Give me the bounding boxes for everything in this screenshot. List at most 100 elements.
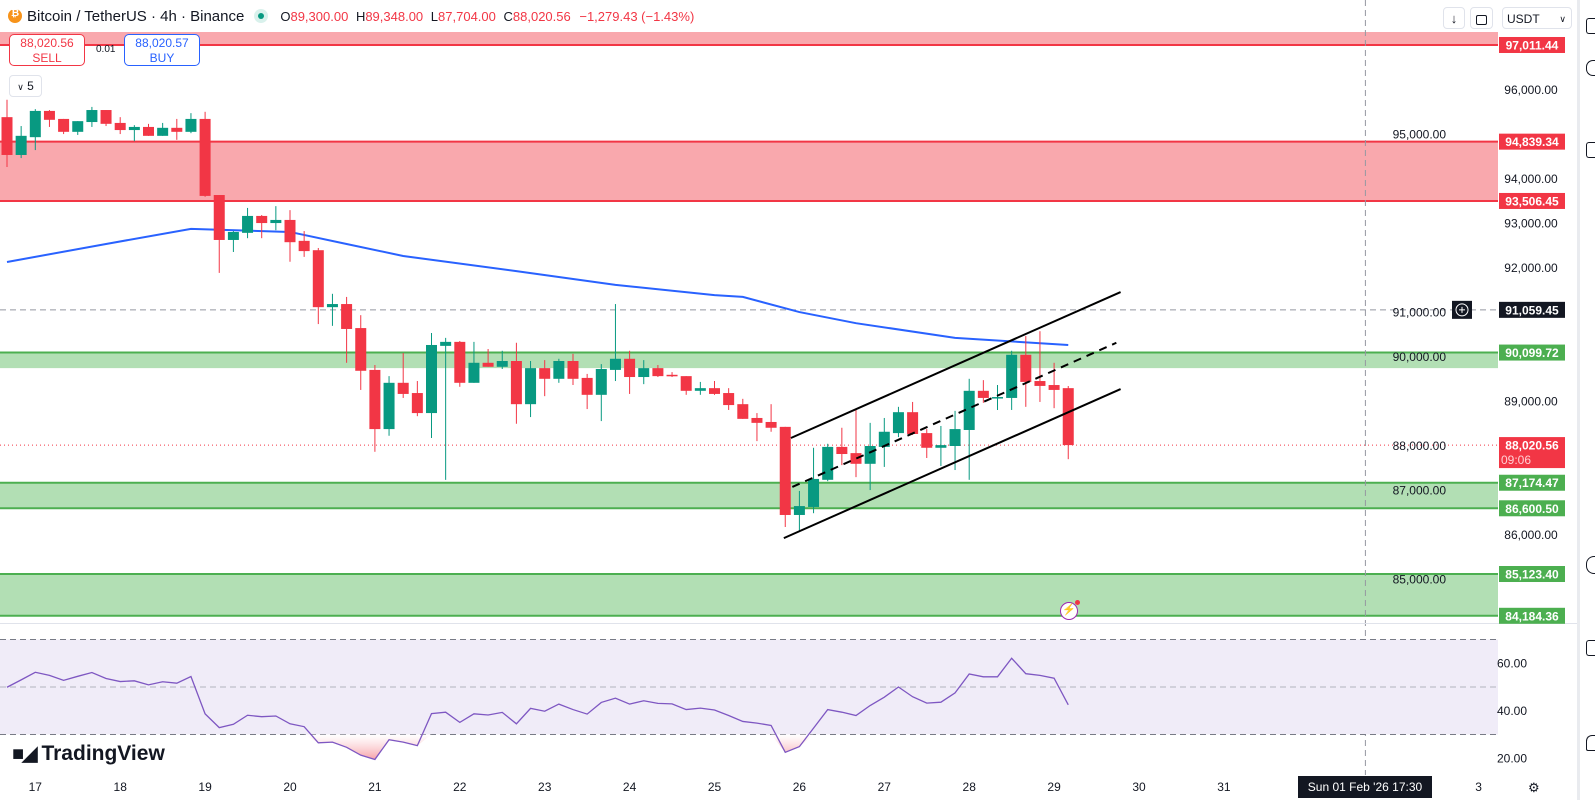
candle xyxy=(440,337,452,480)
candle xyxy=(510,342,522,424)
download-button[interactable]: ↓ xyxy=(1443,7,1465,29)
time-axis-tick: 21 xyxy=(368,780,382,794)
price-axis-tick: 96,000.00 xyxy=(1504,83,1558,97)
buy-button[interactable]: 88,020.57 BUY xyxy=(124,34,200,66)
zone-price-label-bg xyxy=(1499,133,1565,150)
candle xyxy=(213,195,225,273)
candle-body xyxy=(694,388,706,391)
candle-body xyxy=(609,358,621,370)
zone-price-label: 90,099.72 xyxy=(1505,346,1559,360)
candle-body xyxy=(1034,381,1046,386)
rsi-axis-tick: 20.00 xyxy=(1497,751,1527,765)
alerts-icon[interactable] xyxy=(1586,60,1595,76)
candle-body xyxy=(383,382,395,430)
candle xyxy=(935,425,947,467)
candle xyxy=(284,210,296,262)
time-axis-tick: 23 xyxy=(538,780,552,794)
time-axis-tick: 20 xyxy=(283,780,297,794)
candle-body xyxy=(58,118,70,132)
zone-price-label-bg xyxy=(1499,344,1565,361)
candle-body xyxy=(525,368,537,405)
currency-select[interactable]: USDT ∨ xyxy=(1502,7,1572,29)
candle xyxy=(298,231,310,257)
price-axis-tick: 95,000.00 xyxy=(1393,128,1447,142)
candle xyxy=(157,122,169,136)
candle xyxy=(892,406,904,438)
candle-body xyxy=(723,393,735,406)
price-axis-tick: 87,000.00 xyxy=(1393,484,1447,498)
candle xyxy=(595,364,607,422)
candle xyxy=(581,373,593,410)
rsi-axis-tick: 40.00 xyxy=(1497,704,1527,718)
candle xyxy=(369,365,381,452)
candle-body xyxy=(298,240,310,252)
chart-settings-icon[interactable]: ⚙ xyxy=(1528,780,1540,795)
candle-body xyxy=(765,421,777,428)
time-axis-tick: 18 xyxy=(114,780,128,794)
order-quantity: 0.01 xyxy=(96,44,116,55)
sell-button[interactable]: 88,020.56 SELL xyxy=(9,34,85,66)
candle xyxy=(199,111,211,197)
last-price-label: 88,020.56 xyxy=(1505,439,1559,453)
candle xyxy=(72,121,84,135)
rsi-line xyxy=(6,657,1069,761)
rsi-axis-tick: 60.00 xyxy=(1497,656,1527,670)
low-label: L xyxy=(430,8,439,24)
symbol-title[interactable]: Bitcoin / TetherUS · 4h · Binance xyxy=(27,7,245,25)
candle-body xyxy=(878,431,890,447)
tradingview-logo[interactable]: ■◢ TradingView xyxy=(12,741,165,766)
clock-icon[interactable] xyxy=(1586,556,1595,574)
calendar-icon[interactable] xyxy=(1586,640,1595,656)
candle-body xyxy=(1048,385,1060,390)
candle-body xyxy=(709,388,720,394)
candle xyxy=(638,360,650,385)
candle xyxy=(652,365,664,378)
candle-body xyxy=(369,369,381,430)
candle xyxy=(482,348,494,367)
candle-body xyxy=(199,118,211,196)
high-value: 89,348.00 xyxy=(365,8,424,24)
candle-body xyxy=(510,361,522,405)
candle xyxy=(397,352,409,398)
zone-red xyxy=(0,141,1498,201)
watchlist-icon[interactable] xyxy=(1586,18,1595,34)
time-axis-tick: 22 xyxy=(453,780,467,794)
candle xyxy=(553,358,565,383)
candle-body xyxy=(326,304,338,308)
candle xyxy=(850,409,862,478)
zone-green xyxy=(0,352,1498,369)
time-axis-tick: 17 xyxy=(29,780,43,794)
candle-body xyxy=(779,426,791,515)
candle-body xyxy=(411,393,423,414)
zone-green xyxy=(0,574,1498,616)
market-open-status-icon xyxy=(254,9,269,23)
candle xyxy=(609,304,621,382)
close-value: 88,020.56 xyxy=(512,8,571,24)
candle-body xyxy=(553,361,565,379)
indicators-collapse-button[interactable]: ∨ 5 xyxy=(9,75,42,97)
notifications-icon[interactable] xyxy=(1586,735,1595,751)
last-price-label-bg xyxy=(1499,437,1565,469)
candle-body xyxy=(355,328,367,371)
candle-body xyxy=(907,412,919,434)
lightning-event-icon[interactable]: ⚡ xyxy=(1060,600,1080,620)
candle xyxy=(737,398,749,419)
candle xyxy=(864,422,876,491)
candle xyxy=(326,293,338,326)
fullscreen-button[interactable] xyxy=(1470,7,1493,29)
candle-body xyxy=(935,445,947,448)
chat-icon[interactable] xyxy=(1586,142,1595,158)
rsi-oversold-fill xyxy=(7,734,1069,760)
channel-lower-line xyxy=(783,388,1122,540)
candle xyxy=(808,447,820,514)
candle-body xyxy=(949,429,961,446)
candle xyxy=(1006,350,1018,410)
currency-value: USDT xyxy=(1507,12,1540,26)
time-axis-tick: 26 xyxy=(793,780,807,794)
high-label: H xyxy=(355,8,366,24)
buy-price: 88,020.57 xyxy=(135,36,189,50)
zone-price-label: 87,174.47 xyxy=(1505,476,1559,490)
candle xyxy=(256,215,268,239)
candle-body xyxy=(43,110,55,120)
